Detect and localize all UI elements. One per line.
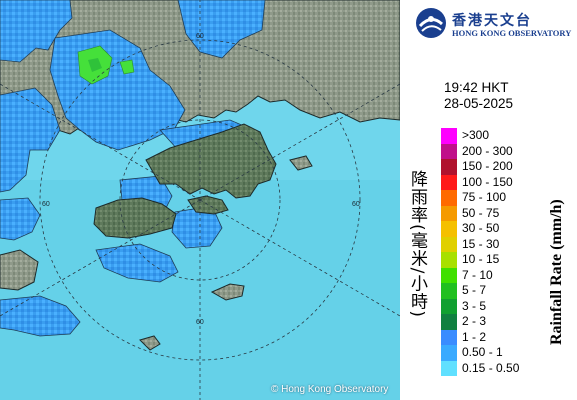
legend-swatch [441,143,457,159]
legend-range-label: 75 - 100 [462,190,507,204]
copyright-notice: © Hong Kong Observatory [271,384,389,395]
hko-emblem-icon [416,8,446,38]
outlying-island-2 [139,335,161,351]
legend-title-zh: 降雨率(毫米/小時) [407,170,427,318]
observation-time: 19:42 HKT [444,80,509,95]
logo-name-en: HONG KONG OBSERVATORY [452,28,572,38]
legend-swatch [441,252,457,268]
legend-range-label: 7 - 10 [462,267,493,282]
legend-range-label: 1 - 2 [462,329,487,344]
legend-swatch [441,360,457,376]
outlying-island-1 [210,283,245,301]
legend-swatch [441,283,457,299]
legend-swatch [441,329,457,345]
legend-range-label: 0.15 - 0.50 [462,360,520,375]
legend-swatches [441,128,457,376]
legend-swatch [441,267,457,283]
legend-swatch [441,174,457,190]
legend-swatch [441,298,457,314]
ring-label-top: 60 [196,33,204,40]
legend-swatch [441,128,457,144]
legend-range-label: 50 - 75 [462,205,500,220]
legend-range-label: 0.50 - 1 [462,345,503,359]
ring-label-bottom: 60 [196,319,204,326]
logo-name-zh: 香港天文台 [452,13,532,29]
legend-swatch [441,236,457,252]
legend-range-label: 150 - 200 [462,159,513,173]
legend-title-en: Rainfall Rate (mm/h) [548,199,565,346]
lantau-island [93,197,177,239]
legend-swatch [441,345,457,361]
legend-swatch [441,190,457,206]
legend-swatch [441,205,457,221]
new-territories [145,123,277,199]
legend-range-label: 30 - 50 [462,221,500,235]
radar-map: 60 60 60 60 © Hong Kong Observatory [0,0,400,400]
legend-range-label: 15 - 30 [462,236,500,251]
legend-range-label: 5 - 7 [462,283,487,297]
lantau-west-land [0,249,39,291]
legend-range-label: >300 [462,128,490,142]
legend-range-label: 200 - 300 [462,143,513,158]
info-panel: 香港天文台 HONG KONG OBSERVATORY 19:42 HKT 28… [400,0,577,400]
legend-swatch [441,314,457,330]
ring-label-right: 60 [352,201,360,208]
legend-range-label: 10 - 15 [462,252,500,266]
legend-swatch [441,221,457,237]
legend-swatch [441,159,457,175]
hong-kong-island [187,195,229,215]
legend-range-label: 2 - 3 [462,314,487,328]
radar-image: 60 60 60 60 [0,0,400,400]
legend-ranges: >300 200 - 300 150 - 200 100 - 150 75 - 100 5… [462,128,542,376]
legend-range-label: 100 - 150 [462,174,513,189]
hko-logo: 香港天文台 HONG KONG OBSERVATORY [412,6,577,40]
outlying-island-3 [289,155,313,171]
range-rings [0,0,400,400]
observation-date: 28-05-2025 [444,96,514,111]
ring-label-left: 60 [42,201,50,208]
legend-range-label: 3 - 5 [462,298,487,313]
